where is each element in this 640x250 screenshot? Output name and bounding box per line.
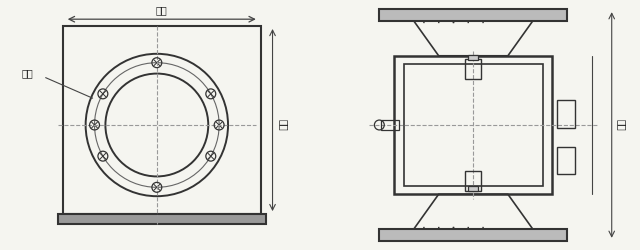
Bar [465,59,481,78]
Text: 口径: 口径 [21,69,33,79]
Text: 頂行: 頂行 [278,119,289,131]
Bar [557,147,575,174]
Bar [381,120,399,130]
Bar [380,9,567,21]
Bar [380,229,567,241]
Text: 高さ: 高さ [617,119,627,131]
Bar [468,186,478,191]
Bar [468,55,478,60]
Bar [557,100,575,128]
Bar [63,26,260,214]
Text: 横幅: 横幅 [156,5,168,15]
Bar [404,64,543,186]
Bar [465,172,481,191]
Bar [58,214,266,224]
Bar [394,56,552,194]
